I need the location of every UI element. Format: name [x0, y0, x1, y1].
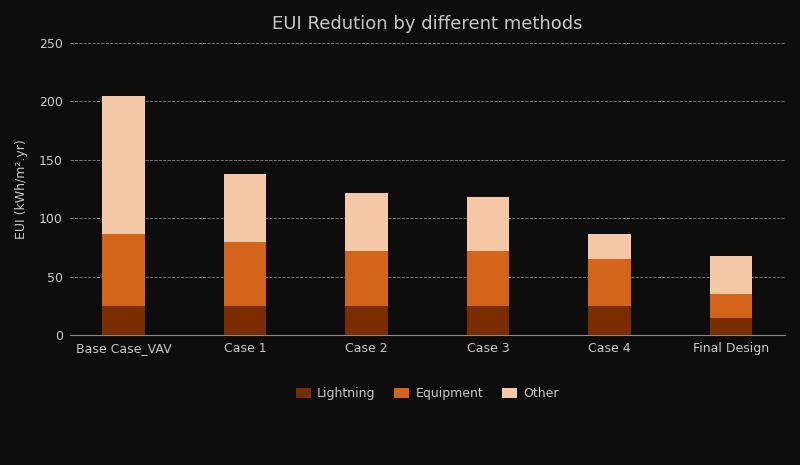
Bar [224, 174, 266, 242]
Bar [589, 306, 631, 335]
Bar [224, 306, 266, 335]
Bar [102, 95, 145, 233]
Bar [346, 306, 388, 335]
Bar [710, 294, 753, 318]
Bar [102, 306, 145, 335]
Bar [224, 242, 266, 306]
Legend: Lightning, Equipment, Other: Lightning, Equipment, Other [291, 382, 564, 405]
Bar [710, 318, 753, 335]
Bar [467, 306, 510, 335]
Bar [467, 197, 510, 251]
Bar [710, 256, 753, 294]
Bar [346, 251, 388, 306]
Bar [346, 193, 388, 251]
Bar [589, 259, 631, 306]
Bar [589, 233, 631, 259]
Bar [102, 233, 145, 306]
Y-axis label: EUI (kWh/m².yr): EUI (kWh/m².yr) [15, 139, 28, 239]
Title: EUI Redution by different methods: EUI Redution by different methods [272, 15, 582, 33]
Bar [467, 251, 510, 306]
